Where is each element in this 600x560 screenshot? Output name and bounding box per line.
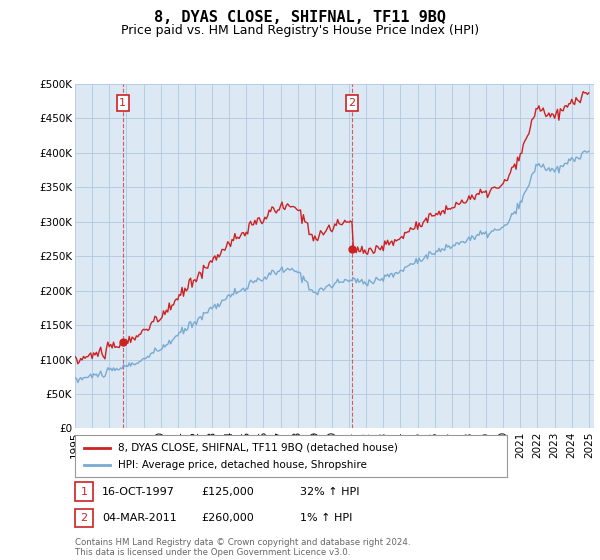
Text: 2: 2 [349, 98, 356, 108]
Text: Contains HM Land Registry data © Crown copyright and database right 2024.
This d: Contains HM Land Registry data © Crown c… [75, 538, 410, 557]
Text: 04-MAR-2011: 04-MAR-2011 [102, 513, 177, 523]
Text: Price paid vs. HM Land Registry's House Price Index (HPI): Price paid vs. HM Land Registry's House … [121, 24, 479, 36]
Text: £260,000: £260,000 [201, 513, 254, 523]
Text: 8, DYAS CLOSE, SHIFNAL, TF11 9BQ: 8, DYAS CLOSE, SHIFNAL, TF11 9BQ [154, 10, 446, 25]
Text: 1% ↑ HPI: 1% ↑ HPI [300, 513, 352, 523]
Text: 1: 1 [119, 98, 126, 108]
Text: 1: 1 [80, 487, 88, 497]
Text: 16-OCT-1997: 16-OCT-1997 [102, 487, 175, 497]
Text: 8, DYAS CLOSE, SHIFNAL, TF11 9BQ (detached house): 8, DYAS CLOSE, SHIFNAL, TF11 9BQ (detach… [118, 443, 398, 452]
Text: 32% ↑ HPI: 32% ↑ HPI [300, 487, 359, 497]
Text: 2: 2 [80, 513, 88, 523]
Text: HPI: Average price, detached house, Shropshire: HPI: Average price, detached house, Shro… [118, 460, 367, 470]
Text: £125,000: £125,000 [201, 487, 254, 497]
